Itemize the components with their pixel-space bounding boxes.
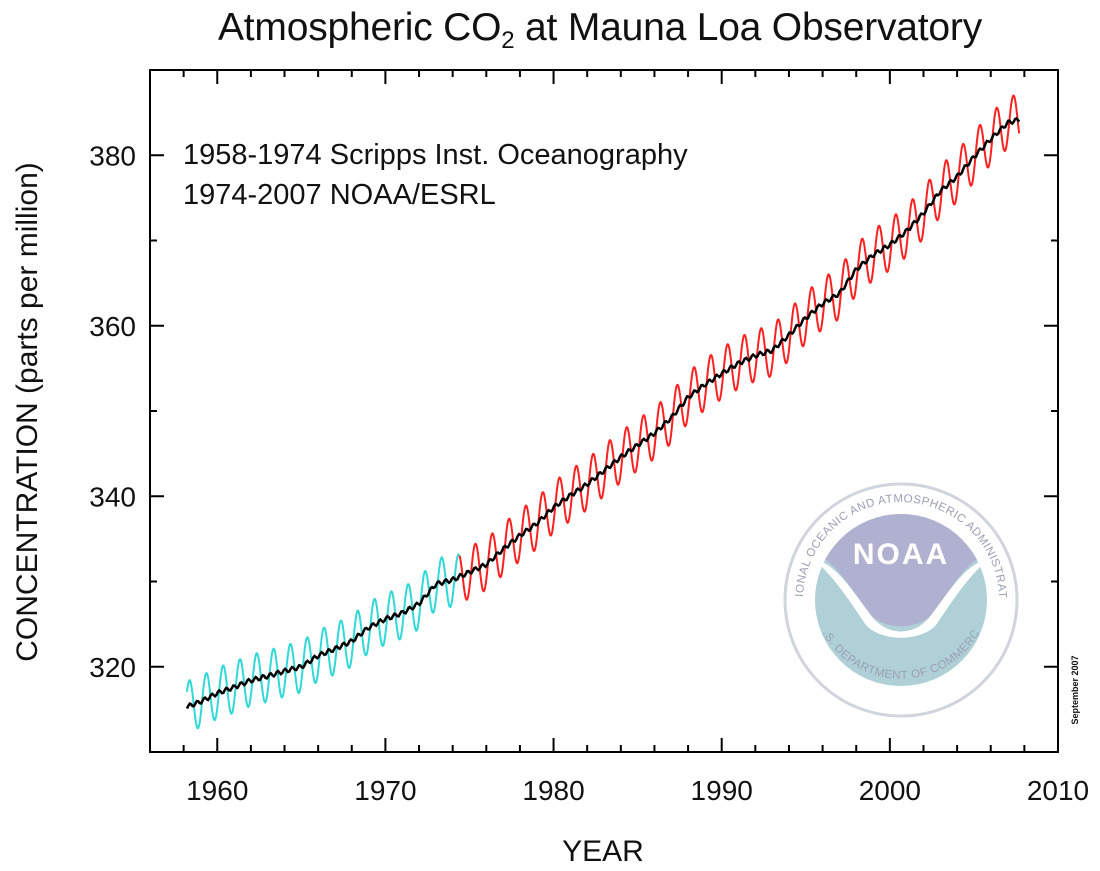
series-line-seasonal [458,94,1021,601]
x-tick-label: 1970 [354,775,416,806]
y-tick-label: 320 [89,652,136,683]
date-stamp: September 2007 [1070,655,1080,725]
series-line-trend [185,116,1021,710]
y-tick-label: 380 [89,140,136,171]
chart-title: Atmospheric CO2 at Mauna Loa Observatory [217,6,983,54]
series-line-seasonal [186,553,460,730]
annotation-scripps: 1958-1974 Scripps Inst. Oceanography [183,139,688,171]
x-tick-label: 1980 [522,775,584,806]
annotation-noaa-esrl: 1974-2007 NOAA/ESRL [183,179,496,211]
x-tick-label: 1990 [691,775,753,806]
logo-bird [815,558,987,638]
x-tick-label: 2010 [1027,775,1089,806]
noaa-logo: NOAA NATIONAL OCEANIC AND ATMOSPHERIC AD… [781,480,1019,718]
axis-ticks [149,69,1059,753]
y-axis-label: CONCENTRATION (parts per million) [11,162,44,662]
x-axis-label: YEAR [562,835,644,868]
x-tick-label: 1960 [186,775,248,806]
y-tick-label: 340 [89,481,136,512]
y-tick-label: 360 [89,311,136,342]
x-tick-label: 2000 [859,775,921,806]
tick-labels: 1960 1970 1980 1990 2000 2010 320 340 360 380 [89,140,1089,806]
series-group [185,94,1021,730]
logo-wordmark: NOAA [853,538,949,571]
